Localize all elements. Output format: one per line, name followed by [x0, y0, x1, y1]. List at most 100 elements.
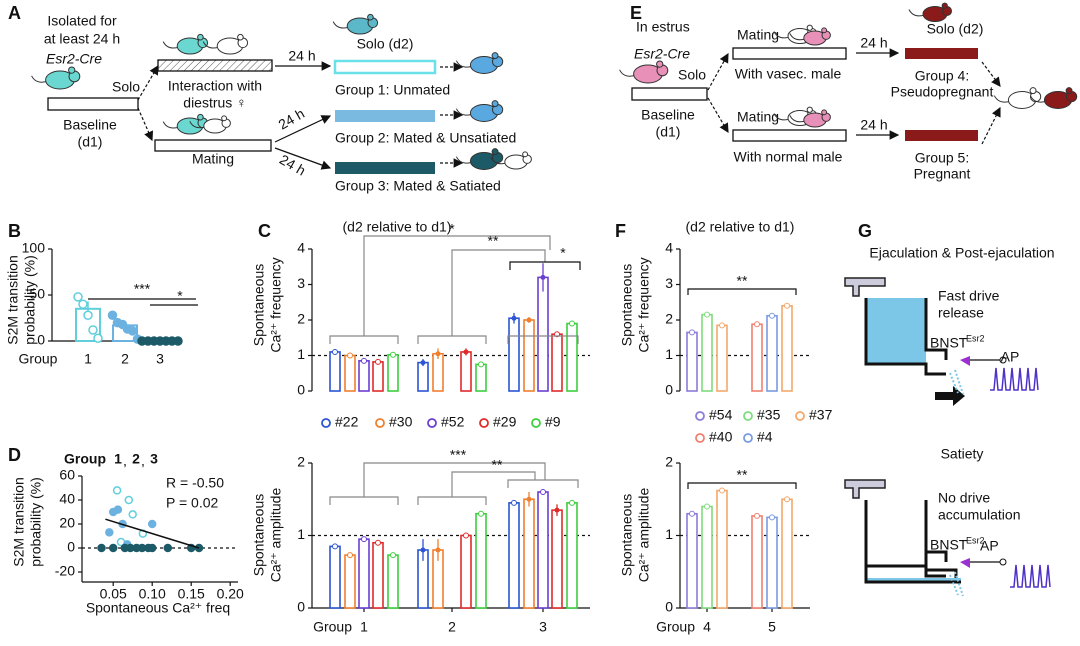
data-point [785, 497, 790, 502]
legend-marker [696, 434, 704, 442]
data-point [555, 508, 560, 513]
annotation: R = -0.50 [166, 475, 224, 491]
legend-label: #35 [757, 407, 781, 423]
bar [476, 364, 486, 391]
group-label: Group 4: [915, 68, 969, 84]
data-point [174, 337, 182, 345]
data-point [333, 349, 338, 354]
arrow [708, 98, 728, 132]
spike-train [1010, 565, 1050, 587]
annotation: P = 0.02 [166, 495, 219, 511]
mating-box [155, 140, 271, 151]
data-point [512, 500, 517, 505]
y-tick-label: -20 [55, 563, 75, 579]
bar [345, 555, 355, 608]
region-sup: Esr2 [966, 333, 985, 343]
data-point [690, 511, 695, 516]
legend-label: #37 [809, 407, 833, 423]
y-tick-label: 40 [59, 491, 75, 507]
group-label: Group 2: Mated & Unsatiated [335, 130, 516, 146]
panel-title: Ejaculation & Post-ejaculation [869, 245, 1054, 261]
data-point [570, 321, 575, 326]
significance: *** [134, 281, 151, 297]
significance-bracket [330, 497, 398, 505]
y-axis-label: S2M transition [5, 255, 21, 344]
significance-bracket [508, 480, 578, 488]
data-point [129, 511, 136, 518]
x-tick-label: 1 [84, 351, 92, 367]
label: (d1) [78, 134, 103, 150]
group-label: Pseudopregnant [891, 84, 994, 100]
data-point [436, 351, 441, 356]
x-axis-label: Group [19, 351, 58, 367]
separator: , [141, 453, 145, 469]
mouse-icon [620, 70, 634, 76]
panel-label: F [615, 221, 626, 241]
legend-label: 3 [150, 451, 158, 467]
data-point [479, 362, 484, 367]
bar [509, 318, 519, 391]
legend-label: #52 [441, 414, 465, 430]
data-point [94, 334, 102, 342]
ap-label: AP [1001, 349, 1020, 365]
delay: 24 h [860, 117, 887, 133]
data-point [690, 330, 695, 335]
bar [538, 277, 548, 391]
label: Solo [112, 79, 140, 95]
data-point [348, 353, 353, 358]
mouse-icon [163, 42, 177, 48]
legend-marker [744, 434, 752, 442]
x-axis-label: Group [313, 619, 352, 635]
data-point [362, 358, 367, 363]
region: BNST [930, 335, 968, 351]
mouse-icon [1030, 88, 1036, 94]
bar [782, 306, 792, 391]
arrow [708, 54, 728, 90]
data-point [149, 545, 156, 552]
data-point [125, 497, 132, 504]
bar [524, 320, 534, 391]
y-axis-label: S2M transition [11, 477, 27, 566]
baseline-box [632, 88, 707, 100]
y-tick-label: 0 [665, 382, 673, 398]
mouse-icon [807, 25, 812, 30]
bar [752, 516, 762, 608]
y-axis-label: Spontaneous [619, 264, 635, 347]
mouse-icon [994, 96, 1008, 102]
region: BNST [930, 537, 968, 553]
group-box [905, 48, 978, 59]
data-point [541, 490, 546, 495]
y-tick-label: 0 [297, 599, 305, 615]
bar [767, 517, 777, 608]
legend-marker [376, 419, 384, 427]
y-tick-label: 20 [59, 515, 75, 531]
arrow-block [935, 386, 965, 406]
y-tick-label: 1 [297, 346, 305, 362]
data-point [79, 300, 87, 308]
data-point [705, 504, 710, 509]
significance-bracket [510, 262, 580, 270]
label: Mating [737, 27, 779, 43]
group-label: Group 5: [915, 150, 969, 166]
subtitle: (d2 relative to d1) [686, 219, 795, 235]
baseline-box [48, 98, 138, 110]
group-box [335, 110, 435, 122]
x-tick-label: 3 [156, 351, 164, 367]
legend-label: 2 [132, 451, 140, 467]
bar [567, 503, 577, 608]
label: Interaction with [168, 78, 262, 94]
significance: ** [492, 457, 503, 473]
data-point [89, 326, 97, 334]
group-box [335, 162, 435, 174]
data-point [129, 327, 137, 335]
data-point [720, 323, 725, 328]
data-point [362, 537, 367, 542]
mouse-icon [163, 122, 177, 128]
axon-end [1000, 559, 1006, 565]
legend-label: #40 [709, 429, 733, 445]
bar [359, 539, 369, 608]
data-point [333, 544, 338, 549]
data-point [436, 548, 441, 553]
y-axis-label: Spontaneous [251, 264, 267, 347]
